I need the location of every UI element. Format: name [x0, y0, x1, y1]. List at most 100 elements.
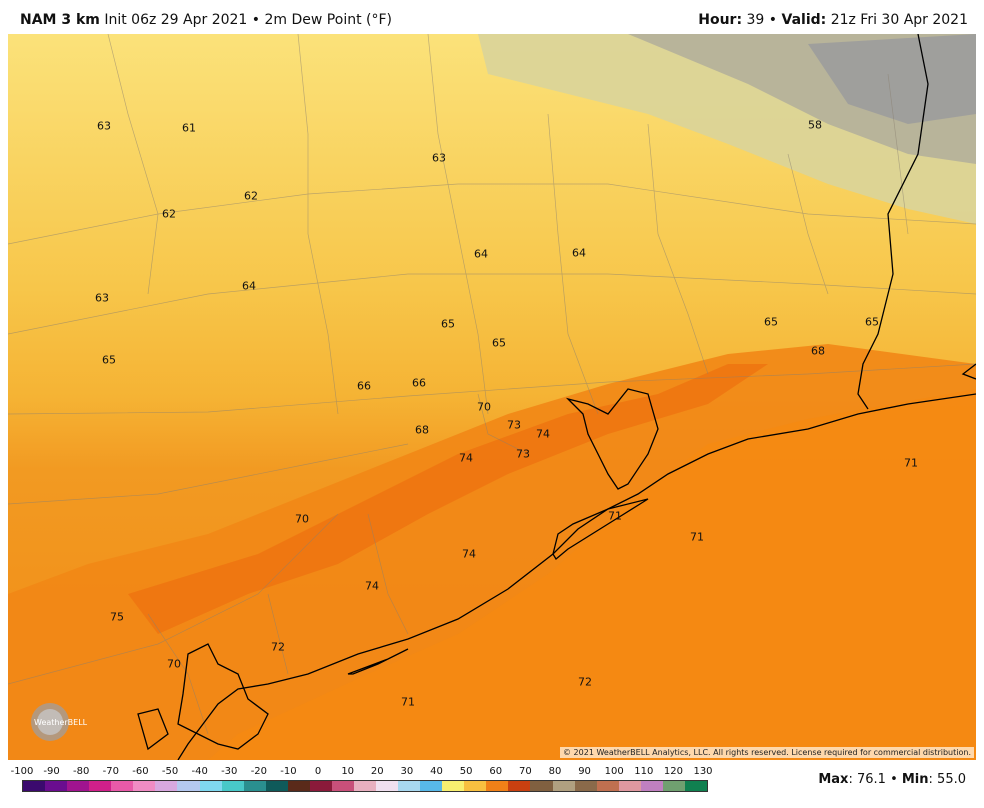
map-value-label: 64: [474, 247, 488, 261]
map-value-label: 66: [412, 376, 426, 390]
colorbar-segment: [508, 781, 531, 791]
colorbar-segment: [618, 781, 641, 791]
valid-value: 21z Fri 30 Apr 2021: [830, 12, 968, 28]
model-title: NAM 3 km Init 06z 29 Apr 2021 • 2m Dew P…: [20, 12, 392, 28]
map-value-label: 63: [97, 119, 111, 133]
colorbar-segment: [111, 781, 134, 791]
colorbar-tick-label: -10: [280, 766, 297, 777]
map-value-label: 61: [182, 121, 196, 135]
colorbar-segment: [265, 781, 288, 791]
colorbar-segment: [199, 781, 222, 791]
map-value-label: 68: [415, 423, 429, 437]
map-value-label: 62: [162, 207, 176, 221]
colorbar-segment: [596, 781, 619, 791]
map-value-label: 74: [365, 579, 379, 593]
colorbar-segment: [67, 781, 90, 791]
map-value-label: 64: [572, 246, 586, 260]
map-value-label: 65: [102, 353, 116, 367]
hour-value: 39: [746, 12, 765, 28]
header-bar: NAM 3 km Init 06z 29 Apr 2021 • 2m Dew P…: [0, 0, 984, 34]
colorbar-tick-label: 20: [370, 766, 384, 777]
colorbar-tick-label: 60: [489, 766, 503, 777]
colorbar-segment: [155, 781, 178, 791]
dew-point-map: 63 61 63 58 62 62 64 64 63 64 65 65 65 6…: [8, 34, 976, 760]
colorbar-segment: [133, 781, 156, 791]
colorbar-tick-label: 100: [604, 766, 624, 777]
colorbar-segment: [221, 781, 244, 791]
colorbar-tick-label: -20: [250, 766, 268, 777]
map-value-label: 64: [242, 279, 256, 293]
colorbar-segment: [420, 781, 443, 791]
model-name: NAM 3 km: [20, 12, 100, 28]
map-value-label: 65: [492, 336, 506, 350]
colorbar-tick-label: 30: [400, 766, 414, 777]
colorbar-segment: [243, 781, 266, 791]
map-value-label: 58: [808, 118, 822, 132]
map-value-label: 74: [462, 547, 476, 561]
colorbar-tick-label: 90: [578, 766, 591, 777]
colorbar-tick-label: -50: [161, 766, 179, 777]
map-value-label: 62: [244, 189, 258, 203]
map-value-label: 72: [271, 640, 285, 654]
map-background: [8, 34, 976, 760]
colorbar-tick-label: 70: [518, 766, 532, 777]
colorbar-tick-label: 40: [430, 766, 443, 777]
colorbar-segment: [331, 781, 354, 791]
colorbar-tick-label: -100: [10, 766, 34, 777]
colorbar-segment: [662, 781, 685, 791]
map-value-label: 71: [608, 509, 622, 523]
hour-label: Hour:: [698, 12, 743, 28]
colorbar-tick-label: -40: [191, 766, 208, 777]
separator: •: [890, 772, 898, 787]
colorbar-tick-label: -30: [221, 766, 238, 777]
map-value-label: 70: [167, 657, 181, 671]
colorbar-segment: [23, 781, 46, 791]
colorbar-segment: [640, 781, 663, 791]
map-value-label: 73: [516, 447, 530, 461]
colorbar-segment: [486, 781, 509, 791]
separator: •: [251, 12, 261, 28]
separator: •: [768, 12, 778, 28]
map-value-label: 66: [357, 379, 371, 393]
colorbar-segment: [442, 781, 465, 791]
map-value-label: 73: [507, 418, 521, 432]
colorbar-tick-label: 130: [693, 766, 713, 777]
map-value-label: 65: [764, 315, 778, 329]
colorbar-tick-label: 50: [459, 766, 473, 777]
map-value-label: 74: [536, 427, 550, 441]
colorbar-segment: [353, 781, 376, 791]
valid-label: Valid:: [781, 12, 827, 28]
colorbar-tick-label: 80: [548, 766, 562, 777]
colorbar-segment: [684, 781, 707, 791]
colorbar-tick-label: -60: [132, 766, 149, 777]
weatherbell-logo: WeatherBELL: [24, 700, 88, 744]
map-value-label: 65: [865, 315, 879, 329]
map-value-label: 75: [110, 610, 124, 624]
min-max-stats: Max: 76.1 • Min: 55.0: [818, 772, 966, 787]
map-value-label: 70: [295, 512, 309, 526]
map-value-label: 63: [432, 151, 446, 165]
map-value-label: 65: [441, 317, 455, 331]
map-value-label: 72: [578, 675, 592, 689]
map-value-label: 63: [95, 291, 109, 305]
max-value: : 76.1: [848, 772, 886, 787]
colorbar-segment: [89, 781, 112, 791]
valid-time: Hour: 39 • Valid: 21z Fri 30 Apr 2021: [698, 12, 968, 28]
map-value-label: 70: [477, 400, 491, 414]
colorbar-tick-label: -90: [43, 766, 60, 777]
map-value-label: 71: [904, 456, 918, 470]
map-value-label: 71: [401, 695, 415, 709]
colorbar-segment: [464, 781, 487, 791]
init-time: Init 06z 29 Apr 2021: [104, 12, 248, 28]
colorbar-segment: [287, 781, 310, 791]
copyright-notice: © 2021 WeatherBELL Analytics, LLC. All r…: [560, 747, 974, 758]
colorbar-tick-label: 120: [663, 766, 683, 777]
field-name: 2m Dew Point (°F): [264, 12, 392, 28]
colorbar-segment: [177, 781, 200, 791]
colorbar-segment: [309, 781, 332, 791]
colorbar-tick-label: 0: [314, 766, 322, 777]
colorbar-scale: [22, 780, 708, 792]
colorbar-segment: [552, 781, 575, 791]
colorbar-tick-label: 10: [341, 766, 355, 777]
map-value-label: 71: [690, 530, 704, 544]
